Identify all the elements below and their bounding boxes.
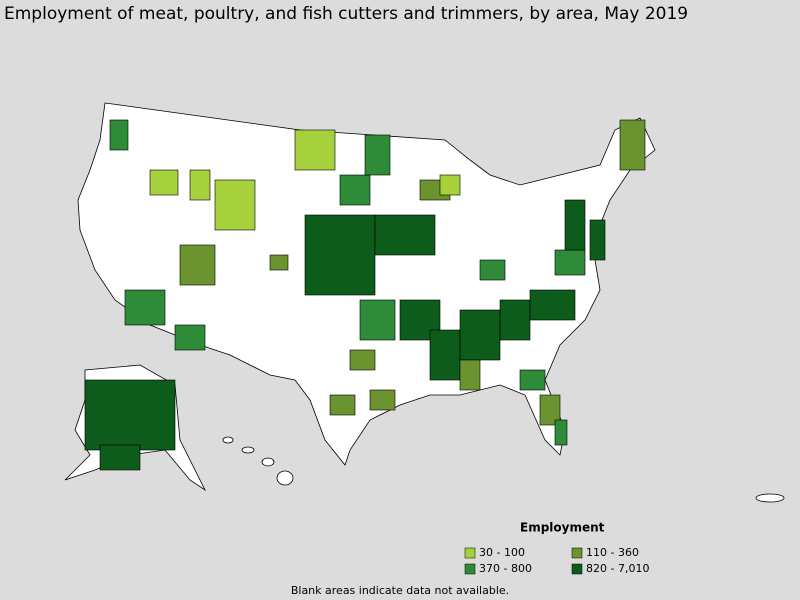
area: [554, 249, 586, 276]
area: [84, 379, 176, 451]
area: [109, 119, 129, 151]
area: [124, 289, 166, 326]
area: [349, 349, 376, 371]
area: [339, 174, 371, 206]
area: [499, 299, 531, 341]
area: [374, 214, 436, 256]
legend-swatch: [571, 563, 583, 575]
hawaii: [241, 446, 255, 454]
area: [99, 444, 141, 471]
area: [214, 179, 256, 231]
legend-label: 370 - 800: [479, 562, 532, 575]
hawaii: [276, 470, 294, 486]
area: [174, 324, 206, 351]
legend: 30 - 100 110 - 360 370 - 800 820 - 7,010: [464, 546, 649, 575]
area: [479, 259, 506, 281]
legend-swatch: [464, 563, 476, 575]
area: [429, 329, 461, 381]
puerto-rico: [755, 493, 785, 503]
area: [369, 389, 396, 411]
area: [179, 244, 216, 286]
legend-swatch: [464, 547, 476, 559]
area: [459, 359, 481, 391]
regions: [84, 119, 646, 471]
legend-label: 30 - 100: [479, 546, 525, 559]
area: [304, 214, 376, 296]
area: [364, 134, 391, 176]
map-title: Employment of meat, poultry, and fish cu…: [4, 4, 688, 24]
area: [589, 219, 606, 261]
legend-label: 110 - 360: [586, 546, 639, 559]
hawaii: [261, 457, 275, 467]
area: [269, 254, 289, 271]
area: [359, 299, 396, 341]
area: [329, 394, 356, 416]
area: [539, 394, 561, 426]
note: Blank areas indicate data not available.: [291, 584, 509, 597]
area: [529, 289, 576, 321]
area: [439, 174, 461, 196]
hawaii: [222, 436, 234, 444]
area: [519, 369, 546, 391]
legend-title: Employment: [520, 521, 605, 535]
area: [564, 199, 586, 251]
area: [149, 169, 179, 196]
area: [294, 129, 336, 171]
area: [554, 419, 568, 446]
legend-label: 820 - 7,010: [586, 562, 649, 575]
area: [459, 309, 501, 361]
area: [619, 119, 646, 171]
area: [189, 169, 211, 201]
legend-swatch: [571, 547, 583, 559]
